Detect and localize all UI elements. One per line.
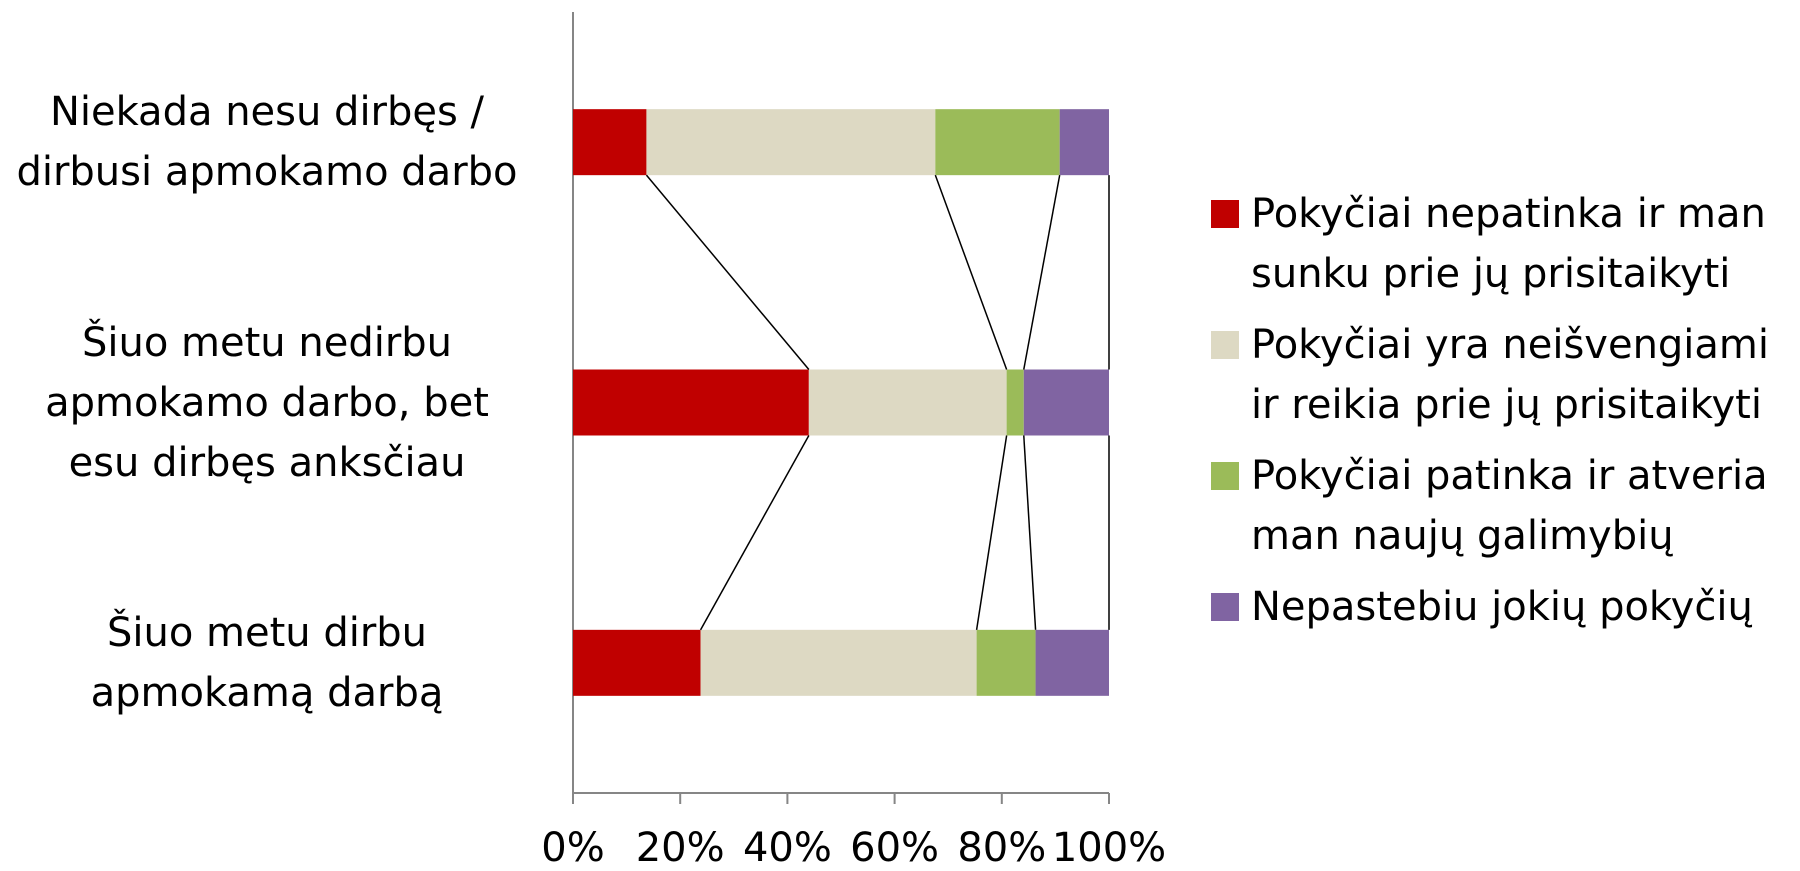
legend-swatch: [1211, 593, 1239, 621]
category-label: Šiuo metu nedirbu apmokamo darbo, bet es…: [45, 319, 489, 486]
series-line: [934, 174, 1008, 370]
bar-segment: [1006, 369, 1024, 436]
series-line: [975, 435, 1008, 630]
x-tick-label: 0%: [541, 825, 604, 871]
bar-segment: [976, 629, 1036, 696]
category-label: Niekada nesu dirbęs / dirbusi apmokamo d…: [16, 89, 518, 196]
legend-label: Pokyčiai nepatinka ir man sunku prie jų …: [1251, 191, 1766, 297]
bar-segment: [808, 369, 1007, 436]
legend-label: Nepastebiu jokių pokyčių: [1251, 584, 1753, 630]
bar-segment: [1023, 369, 1109, 436]
bar-segment: [1059, 109, 1109, 176]
bar-segment: [1035, 629, 1109, 696]
bar-segment: [646, 109, 936, 176]
series-line: [1023, 175, 1061, 370]
x-tick-label: 40%: [743, 825, 832, 871]
x-tick-label: 100%: [1052, 825, 1166, 871]
legend-swatch: [1211, 200, 1239, 228]
series-line: [645, 174, 810, 370]
bar-segment: [573, 109, 647, 176]
legend-label: Pokyčiai patinka ir atveria man naujų ga…: [1251, 453, 1768, 559]
bar-segment: [700, 629, 977, 696]
x-tick-label: 20%: [636, 825, 725, 871]
bar-segment: [935, 109, 1060, 176]
legend-label: Pokyčiai yra neišvengiami ir reikia prie…: [1251, 322, 1770, 428]
x-tick-label: 60%: [850, 825, 939, 871]
series-line: [1023, 435, 1037, 630]
legend-swatch: [1211, 462, 1239, 490]
x-tick-label: 80%: [957, 825, 1046, 871]
bar-segment: [573, 369, 809, 436]
bar-segment: [573, 629, 701, 696]
legend-swatch: [1211, 331, 1239, 359]
category-label: Šiuo metu dirbu apmokamą darbą: [90, 609, 444, 716]
series-line: [699, 435, 810, 631]
